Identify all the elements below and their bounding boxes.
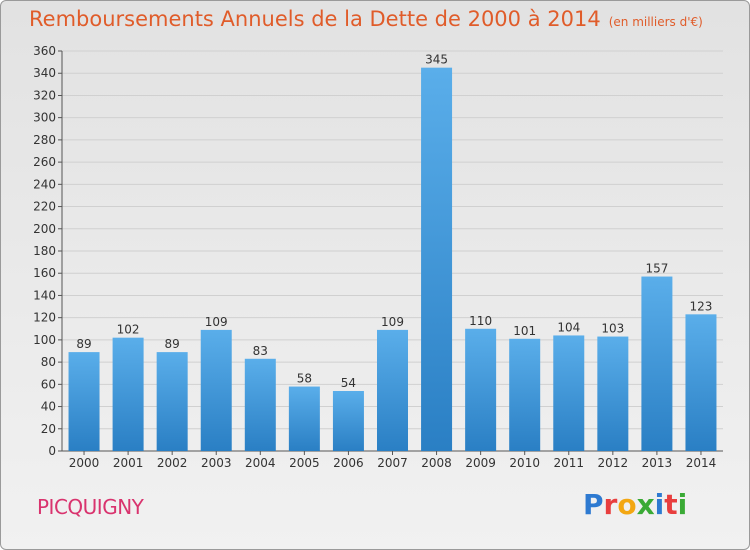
x-tick-label: 2009 (465, 456, 496, 470)
bar-2008 (421, 67, 453, 452)
bar-2012 (597, 336, 629, 451)
x-tick-label: 2005 (289, 456, 320, 470)
logo-letter: o (617, 488, 637, 521)
logo-letter: t (664, 488, 678, 521)
x-tick-label: 2003 (201, 456, 232, 470)
y-tick-label: 320 (33, 88, 56, 102)
x-tick-label: 2007 (377, 456, 408, 470)
y-tick-label: 220 (33, 200, 56, 214)
bar-2013 (641, 276, 673, 451)
bar-2001 (112, 337, 144, 451)
y-tick-label: 260 (33, 155, 56, 169)
y-tick-label: 80 (41, 355, 56, 369)
bar-2000 (68, 352, 100, 451)
y-tick-label: 40 (41, 400, 56, 414)
y-tick-label: 160 (33, 266, 56, 280)
y-tick-label: 340 (33, 66, 56, 80)
value-label: 110 (469, 314, 492, 328)
proxiti-logo[interactable]: Proxiti (583, 488, 687, 521)
x-tick-label: 2012 (598, 456, 629, 470)
x-tick-label: 2006 (333, 456, 364, 470)
labels: 0 20 40 60 80 100 120 140 160 180 200 220 240 260 280 3… (33, 44, 716, 470)
bar-2011 (553, 335, 585, 451)
logo-letter: i (677, 488, 688, 521)
x-tick-label: 2010 (509, 456, 540, 470)
x-tick-label: 2004 (245, 456, 276, 470)
y-tick-label: 280 (33, 133, 56, 147)
value-label: 54 (341, 376, 356, 390)
x-tick-label: 2014 (686, 456, 717, 470)
y-tick-label: 20 (41, 422, 56, 436)
x-tick-label: 2008 (421, 456, 452, 470)
logo-letter: P (583, 488, 604, 521)
x-tick-label: 2001 (113, 456, 144, 470)
logo-letter: r (603, 488, 618, 521)
value-label: 83 (253, 344, 268, 358)
bar-2014 (685, 314, 717, 451)
value-label: 103 (601, 322, 624, 336)
value-label: 345 (425, 53, 448, 67)
y-tick-label: 300 (33, 111, 56, 125)
x-tick-label: 2002 (157, 456, 188, 470)
chart-title-text: Remboursements Annuels de la Dette de 20… (29, 7, 601, 31)
value-label: 157 (645, 262, 668, 276)
value-label: 101 (513, 324, 536, 338)
y-tick-label: 180 (33, 244, 56, 258)
bar-2010 (509, 338, 541, 451)
y-tick-label: 60 (41, 377, 56, 391)
bar-2007 (377, 329, 408, 451)
y-tick-label: 200 (33, 222, 56, 236)
logo-letter: x (636, 488, 655, 521)
value-label: 109 (205, 315, 228, 329)
y-tick-label: 100 (33, 333, 56, 347)
value-label: 123 (690, 299, 713, 313)
x-tick-label: 2011 (553, 456, 584, 470)
value-label: 109 (381, 315, 404, 329)
value-label: 58 (297, 372, 312, 386)
y-tick-label: 240 (33, 177, 56, 191)
bar-2002 (156, 352, 188, 451)
bar-2005 (288, 386, 320, 451)
bar-2006 (332, 391, 364, 451)
y-tick-label: 0 (48, 444, 56, 458)
bar-2003 (200, 329, 232, 451)
value-label: 104 (557, 320, 580, 334)
y-tick-label: 140 (33, 288, 56, 302)
bars (68, 67, 717, 452)
chart-title-unit: (en milliers d'€) (608, 15, 703, 29)
value-label: 89 (165, 337, 180, 351)
bar-2009 (465, 328, 497, 451)
y-tick-label: 360 (33, 44, 56, 58)
value-label: 102 (117, 323, 140, 337)
logo-letter: i (654, 488, 665, 521)
value-label: 89 (76, 337, 91, 351)
x-tick-label: 2013 (642, 456, 673, 470)
y-tick-label: 120 (33, 311, 56, 325)
town-name: PICQUIGNY (37, 495, 144, 519)
x-tick-label: 2000 (69, 456, 100, 470)
chart-title: Remboursements Annuels de la Dette de 20… (29, 7, 703, 31)
bar-2004 (244, 358, 276, 451)
